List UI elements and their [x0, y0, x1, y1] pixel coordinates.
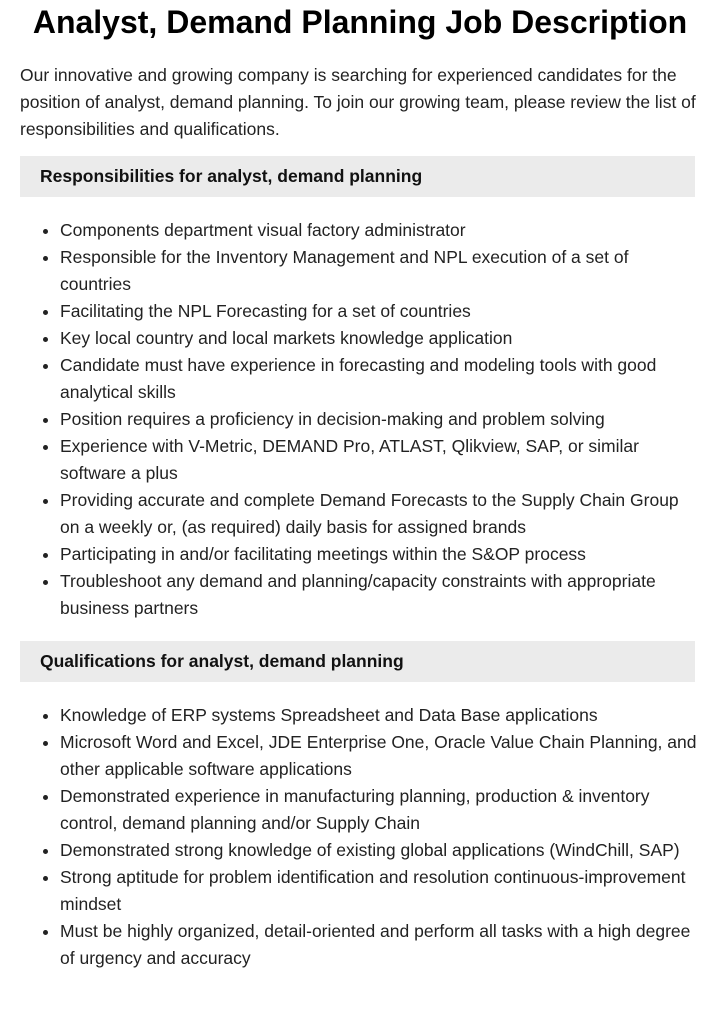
list-item: Microsoft Word and Excel, JDE Enterprise… — [60, 729, 700, 783]
list-item: Must be highly organized, detail-oriente… — [60, 918, 700, 972]
list-item: Position requires a proficiency in decis… — [60, 406, 700, 433]
qualifications-list: Knowledge of ERP systems Spreadsheet and… — [20, 702, 700, 972]
intro-paragraph: Our innovative and growing company is se… — [20, 65, 696, 139]
list-item: Components department visual factory adm… — [60, 217, 700, 244]
list-item: Participating in and/or facilitating mee… — [60, 541, 700, 568]
list-item: Candidate must have experience in foreca… — [60, 352, 700, 406]
list-item: Responsible for the Inventory Management… — [60, 244, 700, 298]
list-item: Strong aptitude for problem identificati… — [60, 864, 700, 918]
list-item: Key local country and local markets know… — [60, 325, 700, 352]
list-item: Experience with V-Metric, DEMAND Pro, AT… — [60, 433, 700, 487]
list-item: Troubleshoot any demand and planning/cap… — [60, 568, 700, 622]
responsibilities-list: Components department visual factory adm… — [20, 217, 700, 622]
list-item: Knowledge of ERP systems Spreadsheet and… — [60, 702, 700, 729]
qualifications-heading: Qualifications for analyst, demand plann… — [20, 641, 695, 682]
responsibilities-heading: Responsibilities for analyst, demand pla… — [20, 156, 695, 197]
page-title: Analyst, Demand Planning Job Description — [32, 4, 688, 40]
list-item: Demonstrated strong knowledge of existin… — [60, 837, 700, 864]
list-item: Demonstrated experience in manufacturing… — [60, 783, 700, 837]
list-item: Facilitating the NPL Forecasting for a s… — [60, 298, 700, 325]
list-item: Providing accurate and complete Demand F… — [60, 487, 700, 541]
